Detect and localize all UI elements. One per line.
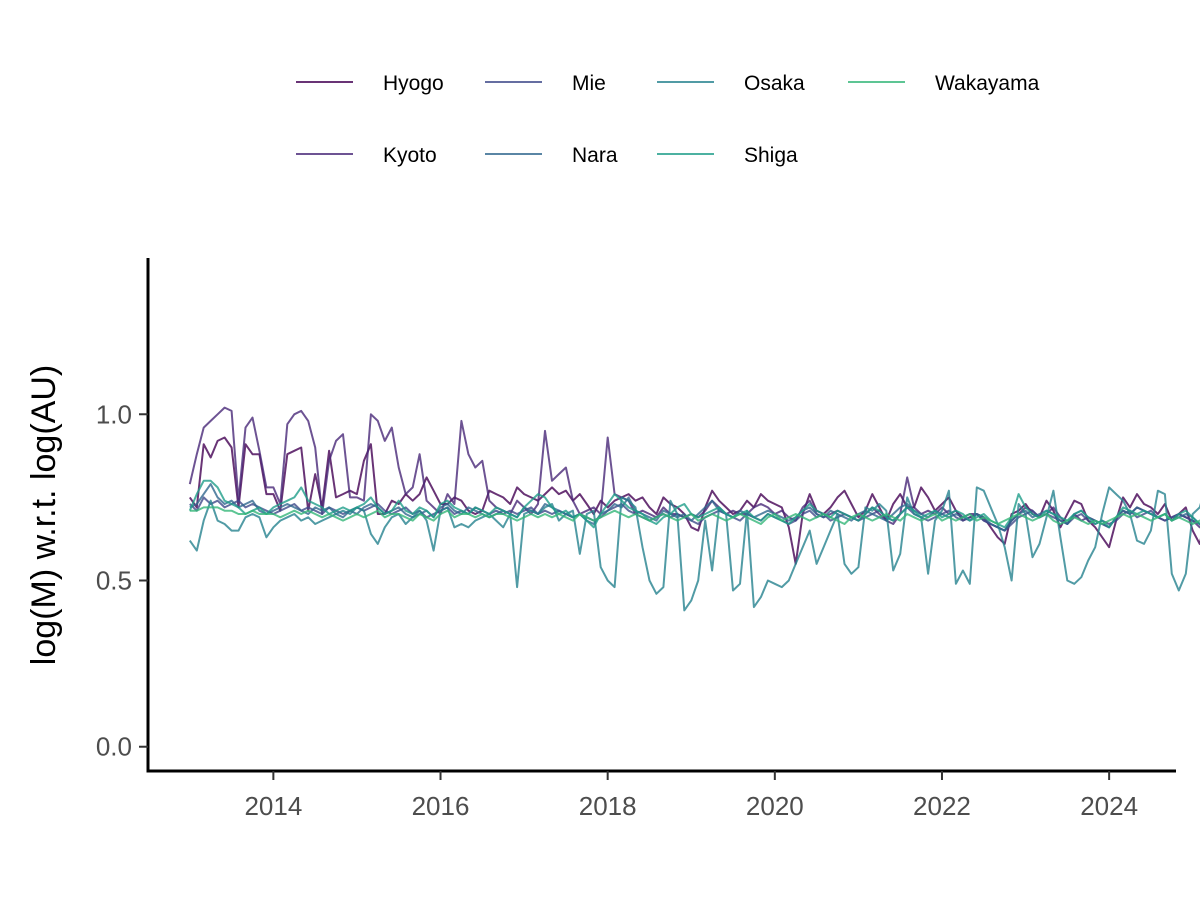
legend-label-kyoto: Kyoto [383,144,437,167]
y-tick-label: 1.0 [96,399,132,429]
y-ticks: 0.0 0.5 1.0 [96,399,148,762]
series-line-shiga [188,479,1200,529]
x-tick-label: 2014 [244,791,302,821]
legend-label-wakayama: Wakayama [935,72,1040,95]
x-tick-label: 2022 [913,791,971,821]
axes [146,258,1176,773]
series-layer [188,406,1200,612]
series-line-hyogo [188,436,1200,565]
legend-label-osaka: Osaka [744,72,805,95]
y-tick-label: 0.5 [96,565,132,595]
x-tick-label: 2020 [746,791,804,821]
x-tick-label: 2018 [579,791,637,821]
legend-label-hyogo: Hyogo [383,72,444,95]
series-line-wakayama [189,506,1200,525]
series-line-osaka [188,486,1200,612]
legend: Hyogo Kyoto Mie Nara Osaka Shiga Wakayama [296,72,1040,167]
x-tick-label: 2024 [1080,791,1138,821]
x-tick-label: 2016 [412,791,470,821]
y-tick-label: 0.0 [96,732,132,762]
y-axis-title: log(M) w.r.t. log(AU) [25,365,63,665]
legend-label-shiga: Shiga [744,144,798,167]
legend-label-mie: Mie [572,72,606,95]
legend-label-nara: Nara [572,144,618,167]
x-ticks: 2014 2016 2018 2020 2022 2024 [244,771,1138,821]
